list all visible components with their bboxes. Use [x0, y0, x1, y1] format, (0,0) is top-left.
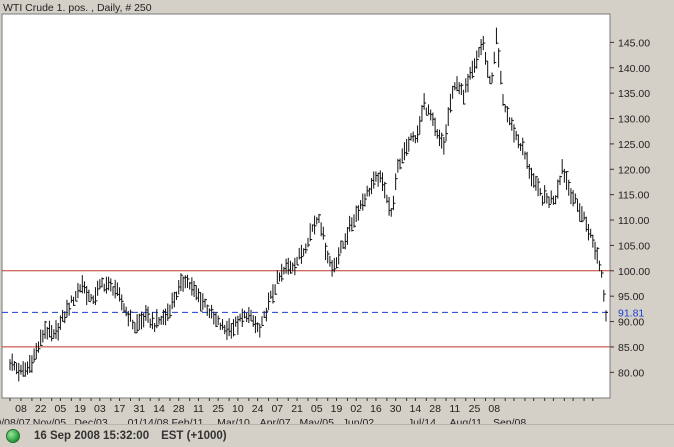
x-day-label: 24	[252, 403, 264, 415]
x-day-label: 07	[271, 403, 283, 415]
x-day-label: 19	[331, 403, 343, 415]
x-day-label: 28	[173, 403, 185, 415]
x-day-label: 14	[153, 403, 165, 415]
chart-title: WTI Crude 1. pos. , Daily, # 250	[3, 2, 152, 14]
plot-area	[1, 13, 611, 399]
status-bar: 16 Sep 2008 15:32:00 EST (+1000)	[0, 424, 674, 447]
status-timestamp: 16 Sep 2008 15:32:00	[34, 430, 150, 442]
y-tick-label: 100.00	[618, 266, 650, 278]
x-day-label: 05	[311, 403, 323, 415]
y-tick-label: 140.00	[618, 63, 650, 75]
x-day-label: 08	[15, 403, 27, 415]
x-day-label: 05	[55, 403, 67, 415]
y-tick-label: 145.00	[618, 37, 650, 49]
y-tick-label: 85.00	[618, 342, 644, 354]
x-day-label: 10	[232, 403, 244, 415]
y-tick-label: 135.00	[618, 88, 650, 100]
x-month-label: Sep/08	[493, 417, 526, 424]
x-day-label: 11	[449, 403, 460, 415]
x-day-label: 11	[193, 403, 204, 415]
x-month-label: Aug/11	[450, 417, 483, 424]
x-day-label: 30	[390, 403, 402, 415]
y-tick-label: 110.00	[618, 215, 649, 227]
x-day-label: 25	[212, 403, 224, 415]
x-day-label: 19	[74, 403, 86, 415]
x-month-label: 10/08/07	[0, 417, 31, 424]
x-month-label: Jun/02	[343, 417, 375, 424]
x-day-label: 31	[133, 403, 145, 415]
x-month-label: Jul/14	[408, 417, 436, 424]
y-tick-label: 105.00	[618, 240, 650, 252]
x-day-label: 17	[114, 403, 126, 415]
x-day-label: 08	[488, 403, 500, 415]
y-tick-label: 80.00	[618, 367, 644, 379]
x-day-label: 03	[94, 403, 106, 415]
x-day-label: 22	[35, 403, 47, 415]
x-day-label: 14	[410, 403, 422, 415]
y-tick-label: 125.00	[618, 139, 650, 151]
y-tick-label: 130.00	[618, 114, 650, 126]
last-price-label: 91.81	[618, 307, 644, 319]
x-day-label: 21	[291, 403, 303, 415]
x-month-label: Mar/10	[217, 417, 250, 424]
x-day-label: 02	[350, 403, 362, 415]
connection-status-icon	[6, 429, 20, 443]
x-month-label: Nov/05	[33, 417, 66, 424]
x-month-label: Feb/11	[172, 417, 204, 424]
x-day-label: 25	[469, 403, 481, 415]
x-month-label: 01/14/08	[128, 417, 169, 424]
y-tick-label: 120.00	[618, 164, 650, 176]
y-tick-label: 90.00	[618, 317, 644, 329]
x-month-label: May/05	[300, 417, 335, 424]
x-day-label: 16	[370, 403, 382, 415]
x-day-label: 28	[429, 403, 441, 415]
wti-crude-chart: WTI Crude 1. pos. , Daily, # 250 80.00 85…	[0, 2, 650, 424]
y-tick-label: 115.00	[618, 190, 649, 202]
x-month-label: Apr/07	[260, 417, 291, 424]
x-month-label: Dec/03	[74, 417, 107, 424]
status-timezone: EST (+1000)	[161, 430, 227, 442]
y-tick-label: 95.00	[618, 291, 644, 303]
